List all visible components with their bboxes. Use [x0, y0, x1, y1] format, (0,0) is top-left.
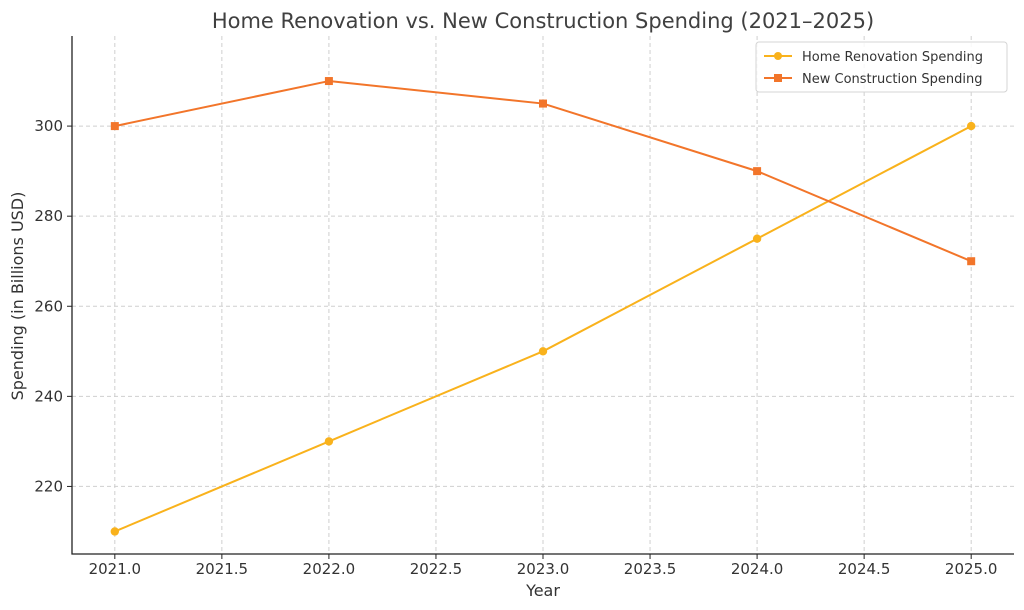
legend-marker: [774, 52, 782, 60]
data-point: [967, 257, 976, 266]
legend-marker: [774, 74, 782, 82]
series-layer: [110, 77, 976, 536]
y-tick-label: 260: [34, 297, 63, 315]
x-tick-label: 2021.5: [196, 560, 249, 578]
legend-label: Home Renovation Spending: [802, 50, 983, 65]
data-point: [110, 122, 119, 131]
legend-label: New Construction Spending: [802, 72, 983, 87]
legend: Home Renovation Spending New Construction…: [755, 41, 1008, 93]
axes: [71, 36, 1014, 555]
legend-box: [755, 41, 1008, 93]
data-point: [753, 167, 762, 176]
x-tick-label: 2025.0: [945, 560, 998, 578]
x-tick-label: 2024.5: [838, 560, 891, 578]
y-tick-label: 220: [34, 477, 63, 495]
data-point: [110, 527, 120, 536]
x-tick-label: 2024.0: [731, 560, 784, 578]
data-point: [324, 437, 334, 446]
series-new-construction: [110, 77, 976, 266]
data-point: [966, 121, 976, 131]
y-axis-label: Spending (in Billions USD): [8, 192, 27, 401]
x-axis-ticks: 2021.0 2021.5 2022.0 2022.5 2023.0 2023.5 2024…: [89, 554, 998, 578]
y-tick-label: 300: [34, 117, 63, 135]
data-point: [324, 77, 333, 86]
axis-spine: [71, 36, 1014, 555]
x-tick-label: 2022.0: [303, 560, 356, 578]
x-tick-label: 2022.5: [410, 560, 463, 578]
chart-title: Home Renovation vs. New Construction Spe…: [212, 9, 874, 33]
legend-item: New Construction Spending: [764, 72, 983, 87]
y-tick-label: 240: [34, 387, 63, 405]
legend-item: Home Renovation Spending: [764, 50, 983, 65]
data-point: [538, 347, 548, 356]
grid-lines: [72, 36, 1014, 554]
x-axis-label: Year: [525, 581, 560, 600]
x-tick-label: 2023.5: [624, 560, 677, 578]
data-point: [539, 99, 547, 108]
y-tick-label: 280: [34, 207, 63, 225]
x-tick-label: 2021.0: [89, 560, 142, 578]
data-point: [752, 234, 762, 243]
x-tick-label: 2023.0: [517, 560, 570, 578]
y-axis-ticks: 220 240 260 280 300: [34, 117, 72, 495]
